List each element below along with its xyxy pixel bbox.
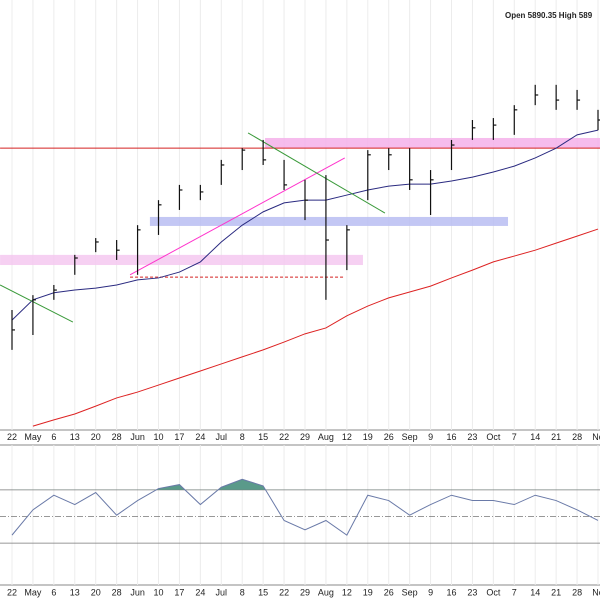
x-tick-label: 12: [342, 432, 352, 442]
x-tick-label: Sep: [402, 587, 418, 597]
x-tick-label: 14: [530, 587, 540, 597]
x-tick-label: No: [592, 587, 600, 597]
x-tick-label: May: [24, 432, 42, 442]
x-tick-label: 14: [530, 432, 540, 442]
x-tick-label: 17: [174, 432, 184, 442]
x-tick-label: Jun: [130, 432, 145, 442]
x-tick-label: 6: [51, 587, 56, 597]
x-tick-label: 10: [153, 587, 163, 597]
x-tick-label: 28: [112, 587, 122, 597]
x-tick-label: 24: [195, 432, 205, 442]
x-tick-label: 21: [551, 587, 561, 597]
support-zone: [0, 254, 363, 266]
x-tick-label: 13: [70, 432, 80, 442]
x-tick-label: 26: [384, 432, 394, 442]
x-tick-label: 13: [70, 587, 80, 597]
x-tick-label: Jun: [130, 587, 145, 597]
x-tick-label: 23: [467, 432, 477, 442]
trendline: [0, 284, 74, 323]
x-tick-label: 10: [153, 432, 163, 442]
x-tick-label: 19: [363, 587, 373, 597]
x-tick-label: 22: [279, 432, 289, 442]
trendline: [247, 132, 386, 214]
x-tick-label: 28: [572, 587, 582, 597]
x-tick-label: Sep: [402, 432, 418, 442]
x-tick-label: 23: [467, 587, 477, 597]
rsi-line: [11, 478, 599, 536]
x-tick-label: 28: [112, 432, 122, 442]
x-tick-label: 17: [174, 587, 184, 597]
x-tick-label: 15: [258, 432, 268, 442]
x-tick-label: 28: [572, 432, 582, 442]
x-tick-label: 6: [51, 432, 56, 442]
x-tick-label: 16: [446, 587, 456, 597]
trendline: [129, 157, 346, 276]
x-tick-label: 26: [384, 587, 394, 597]
x-tick-label: Aug: [318, 587, 334, 597]
x-tick-label: Oct: [486, 587, 501, 597]
x-tick-label: 19: [363, 432, 373, 442]
moving-average: [32, 228, 599, 427]
x-tick-label: 8: [240, 432, 245, 442]
x-tick-label: 24: [195, 587, 205, 597]
price-header: Open 5890.35 High 589: [505, 11, 593, 20]
x-tick-label: 9: [428, 587, 433, 597]
x-tick-label: Jul: [216, 432, 228, 442]
x-tick-label: 20: [91, 587, 101, 597]
x-tick-label: 7: [512, 587, 517, 597]
x-tick-label: 29: [300, 587, 310, 597]
x-tick-label: Aug: [318, 432, 334, 442]
x-tick-label: 22: [279, 587, 289, 597]
x-tick-label: 7: [512, 432, 517, 442]
x-tick-label: 29: [300, 432, 310, 442]
x-tick-label: 12: [342, 587, 352, 597]
x-tick-label: Jul: [216, 587, 228, 597]
x-tick-label: 20: [91, 432, 101, 442]
x-tick-label: 8: [240, 587, 245, 597]
x-tick-label: 21: [551, 432, 561, 442]
x-tick-label: Oct: [486, 432, 501, 442]
support-zone: [149, 216, 509, 226]
x-tick-label: 16: [446, 432, 456, 442]
x-tick-label: May: [24, 587, 42, 597]
support-zone: [265, 137, 600, 149]
x-tick-label: No: [592, 432, 600, 442]
x-tick-label: 9: [428, 432, 433, 442]
x-tick-label: 15: [258, 587, 268, 597]
x-tick-label: 22: [7, 587, 17, 597]
x-tick-label: 22: [7, 432, 17, 442]
